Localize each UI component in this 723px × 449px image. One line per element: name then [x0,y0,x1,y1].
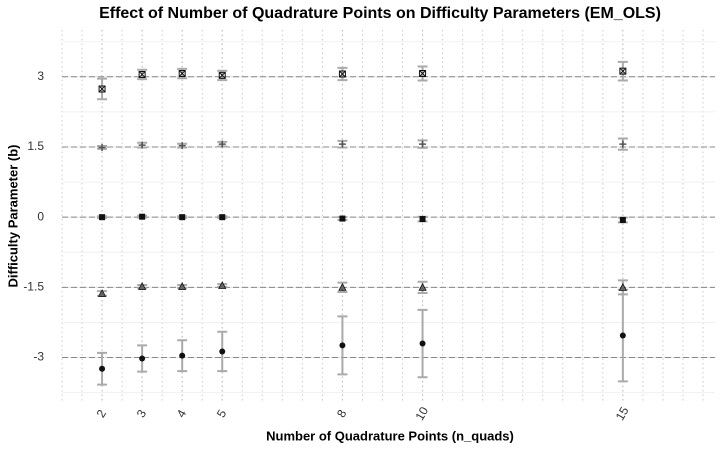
x-tick-label: 5 [214,407,230,420]
chart-title: Effect of Number of Quadrature Points on… [99,5,661,22]
point [339,342,346,349]
point [418,283,427,291]
point [619,332,626,339]
y-tick-label: -3 [33,350,44,364]
point [338,140,346,148]
point [338,70,346,78]
point [99,365,106,372]
point [419,216,426,223]
point [339,215,346,222]
point [178,282,187,290]
x-axis-title: Number of Quadrature Points (n_quads) [266,428,514,443]
y-axis-title: Difficulty Parameter (b) [5,144,20,287]
point [338,283,347,291]
point [419,340,426,347]
point [218,71,226,79]
point [138,141,146,149]
point [139,213,146,220]
point [178,142,186,150]
point [619,67,627,75]
y-tick-label: 0 [37,209,44,223]
point [98,85,106,93]
point [619,216,626,223]
point [219,348,226,355]
point [179,214,186,221]
x-tick-label: 3 [134,407,150,420]
y-tick-label: 1.5 [27,139,44,153]
point [618,283,628,291]
y-tick-label: -1.5 [23,280,44,294]
point [97,289,107,297]
point [419,140,427,148]
x-tick-label: 15 [613,404,632,423]
point [419,70,427,78]
point [219,214,226,221]
point [218,281,227,289]
x-tick-label: 4 [174,407,190,420]
point [178,70,186,78]
x-tick-label: 8 [334,407,350,420]
point [619,140,627,148]
point [137,282,147,290]
x-tick-label: 2 [94,407,110,420]
x-tick-label: 10 [412,404,431,423]
point [139,355,146,362]
point [179,352,186,359]
point [98,143,106,151]
point [218,140,226,148]
point [138,70,146,78]
point [99,214,106,221]
y-tick-label: 3 [37,69,44,83]
